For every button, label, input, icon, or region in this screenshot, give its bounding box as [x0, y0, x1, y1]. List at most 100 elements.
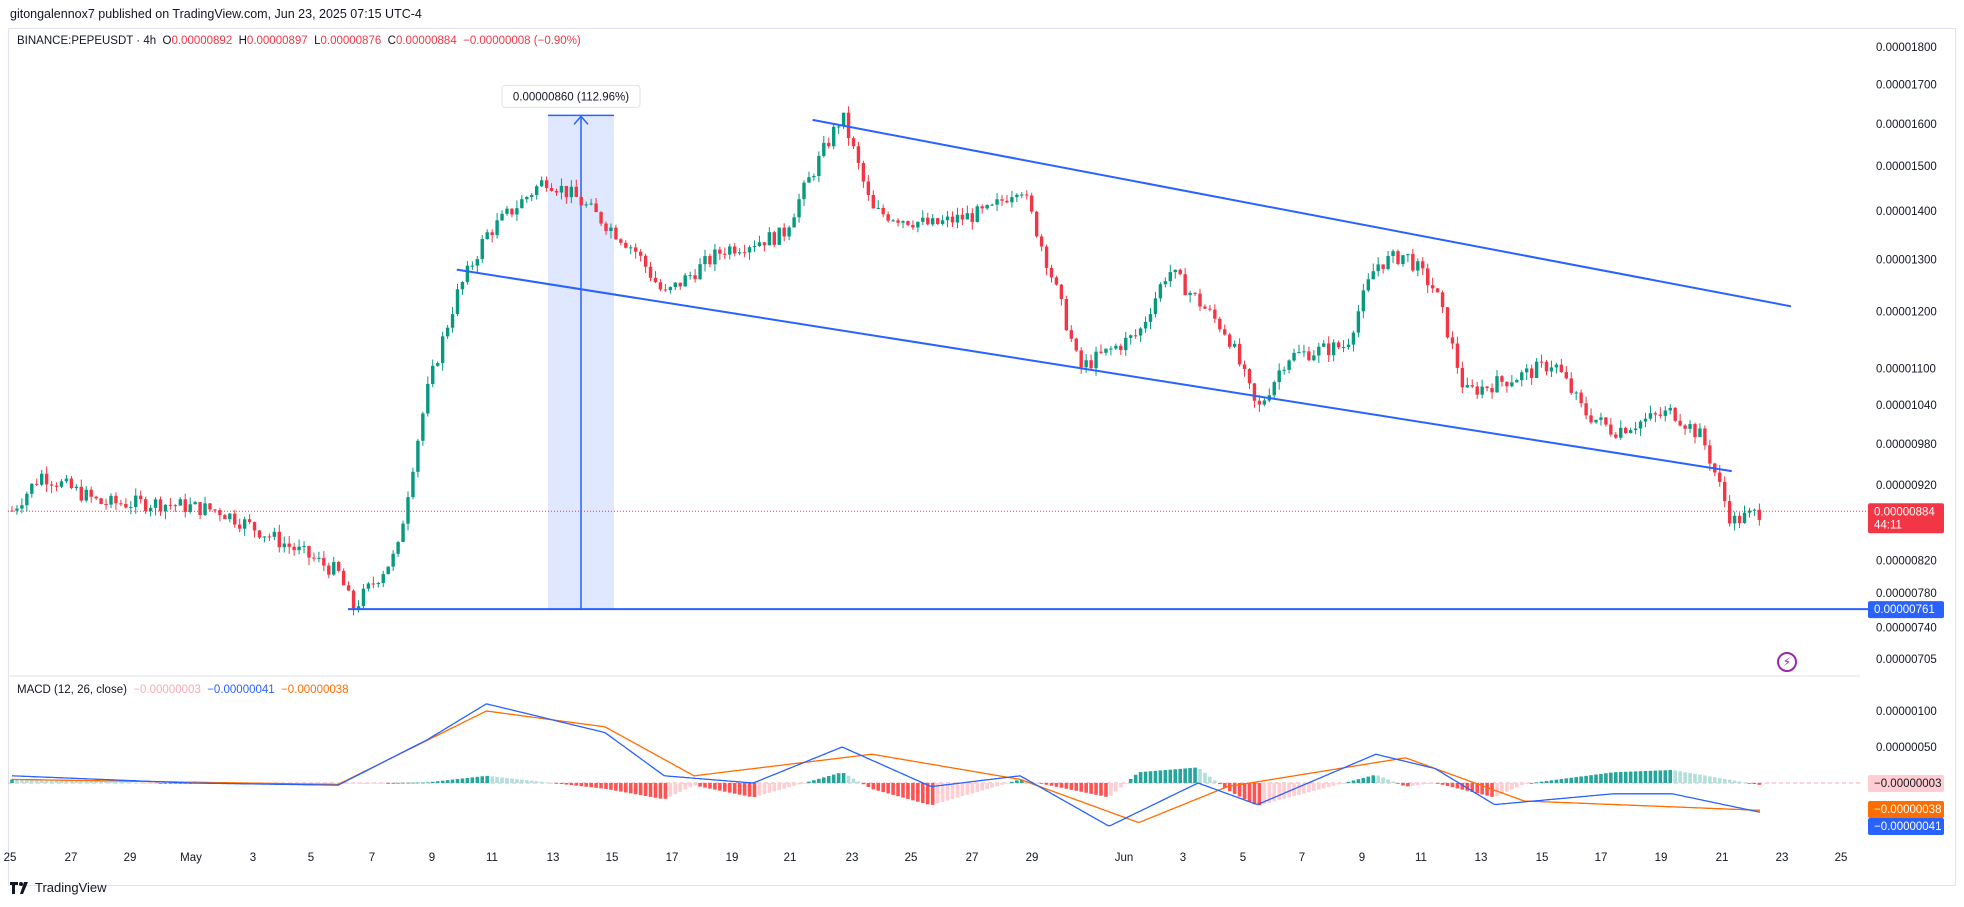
macd-histogram-bar [945, 783, 950, 801]
macd-histogram-bar [450, 779, 455, 783]
candle-body [812, 175, 816, 178]
time-axis-tick: 13 [547, 852, 560, 864]
macd-legend[interactable]: MACD (12, 26, close) −0.00000003 −0.0000… [17, 684, 349, 696]
candle-body [594, 203, 598, 213]
macd-histogram-bar [807, 781, 811, 783]
candle-body [584, 204, 588, 206]
candle-body [114, 495, 118, 504]
candle-body [1752, 509, 1757, 511]
candle-body [678, 282, 682, 287]
macd-histogram-bar [153, 782, 158, 784]
candle-body [1510, 382, 1514, 387]
macd-axis-tick: 0.00000100 [1876, 706, 1937, 718]
candle-body [173, 505, 178, 507]
macd-histogram-bar [643, 783, 648, 796]
price-axis-tick: 0.00000820 [1876, 555, 1937, 567]
candle-body [327, 565, 331, 575]
candle-body [827, 142, 831, 147]
candle-body [1124, 337, 1128, 351]
macd-histogram-bar [1727, 779, 1732, 783]
macd-histogram-bar [1485, 783, 1489, 796]
candle-body [1658, 414, 1663, 416]
macd-histogram-bar [401, 782, 405, 784]
time-axis-tick: 17 [1595, 852, 1608, 864]
channel-lower-line[interactable] [456, 268, 1732, 473]
macd-line-tag-text: −0.00000041 [1874, 821, 1941, 833]
candle-body [371, 583, 376, 585]
candle-body [1173, 269, 1177, 273]
macd-histogram-bar [1188, 768, 1192, 783]
macd-histogram-bar [1128, 778, 1133, 783]
candle-body [762, 242, 767, 246]
candle-body [1435, 288, 1440, 293]
macd-histogram-bar [89, 781, 93, 783]
time-axis-tick: 19 [1655, 852, 1668, 864]
hline-price-tag-box [1868, 601, 1944, 619]
macd-histogram-bar [426, 782, 430, 784]
candle-body [916, 221, 920, 228]
candle-body [406, 497, 410, 524]
macd-signal-line [12, 710, 1761, 823]
time-axis-tick: 27 [65, 852, 78, 864]
candle-body [866, 181, 871, 196]
macd-histogram-bar [812, 780, 816, 783]
candle-body [911, 224, 915, 228]
candle-body [272, 531, 277, 537]
macd-histogram-bar [54, 780, 59, 783]
candle-body [1737, 515, 1742, 524]
candle-body [742, 252, 747, 254]
macd-histogram-bar [1430, 783, 1435, 784]
macd-histogram-bar [1470, 783, 1475, 792]
macd-histogram-bar [510, 778, 514, 783]
symbol-legend[interactable]: BINANCE:PEPEUSDT · 4h O0.00000892 H0.000… [17, 35, 581, 47]
candle-body [198, 502, 202, 515]
macd-histogram-bar [148, 782, 153, 784]
candle-body [1574, 392, 1578, 394]
price-axis-tick: 0.00001600 [1876, 119, 1937, 131]
candle-body [1440, 292, 1445, 308]
candle-body [54, 485, 59, 487]
candle-body [1252, 383, 1257, 401]
open-label: O [162, 35, 172, 47]
macd-histogram-bar [421, 782, 425, 784]
candle-body [257, 530, 262, 538]
candle-body [1119, 345, 1123, 351]
candle-body [416, 440, 420, 472]
candle-body [1614, 434, 1618, 438]
macd-histogram-bar [896, 783, 900, 797]
lightning-icon[interactable]: ⚡ [1777, 652, 1797, 672]
candle-body [213, 509, 217, 511]
candle-body [1133, 335, 1138, 337]
macd-histogram-bar [757, 783, 762, 796]
candle-body [703, 256, 707, 265]
macd-histogram-bar [163, 783, 168, 784]
macd-histogram-bar [1742, 782, 1747, 784]
macd-histogram-bar [866, 783, 871, 788]
macd-histogram-bar [1282, 783, 1286, 799]
candle-body [391, 553, 395, 567]
macd-histogram-bar [1232, 783, 1237, 794]
macd-histogram-bar [1524, 783, 1529, 784]
macd-histogram-bar [460, 778, 465, 783]
candle-body [723, 253, 727, 255]
macd-signal-value: −0.00000038 [281, 684, 349, 696]
macd-histogram-bar [1678, 771, 1682, 783]
candle-body [950, 216, 955, 223]
channel-upper-line[interactable] [812, 118, 1792, 308]
candle-body [163, 504, 168, 512]
macd-histogram-bar [10, 779, 14, 783]
macd-histogram-bar [1406, 783, 1410, 787]
candle-body [1445, 307, 1450, 338]
macd-histogram-bar [673, 783, 678, 795]
macd-histogram-bar [1183, 768, 1187, 783]
candle-body [312, 557, 316, 559]
macd-histogram-bar [960, 783, 965, 797]
macd-histogram-bar [901, 783, 905, 798]
candle-body [386, 566, 390, 575]
candle-body [554, 190, 559, 193]
macd-hist-tag-text: −0.00000003 [1874, 778, 1941, 790]
macd-histogram-bar [787, 783, 791, 788]
candle-body [1148, 314, 1153, 322]
macd-histogram-bar [579, 783, 584, 787]
